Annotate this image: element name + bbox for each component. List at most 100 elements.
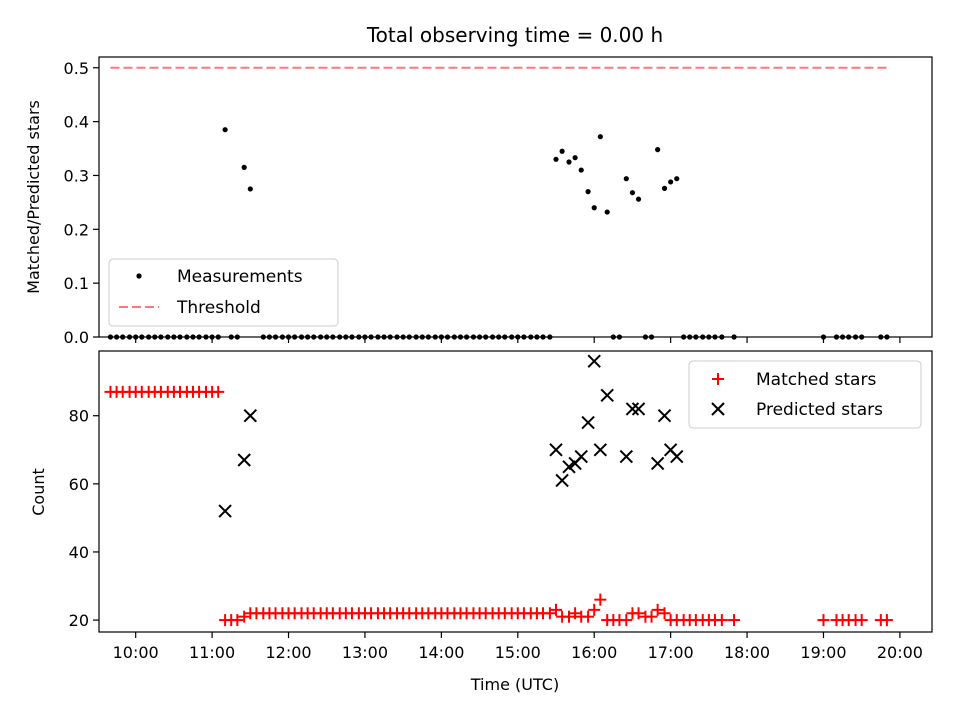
predicted-point: [581, 415, 595, 430]
matched-point: [588, 603, 601, 616]
predicted-point: [574, 449, 588, 464]
count-y-axis-label: Count: [29, 468, 48, 516]
predicted-point: [625, 402, 640, 416]
matched-point: [582, 610, 595, 623]
predicted-point: [600, 388, 614, 402]
matched-point: [855, 614, 868, 627]
measurement-point: [635, 196, 642, 202]
x-tick-label: 19:00: [800, 643, 846, 662]
y-tick-label: 0.5: [64, 59, 89, 78]
predicted-point: [650, 456, 665, 471]
matched-point: [632, 607, 645, 620]
measurement-point: [597, 134, 603, 140]
matched-point: [212, 385, 225, 398]
matched-point: [715, 614, 728, 627]
x-tick-label: 18:00: [724, 643, 770, 662]
x-tick-label: 15:00: [495, 643, 541, 662]
measurement-point: [247, 186, 253, 192]
chart-title: Total observing time = 0.00 h: [366, 23, 663, 47]
matched-point: [620, 614, 633, 627]
matched-point: [550, 603, 563, 616]
predicted-point: [237, 453, 251, 467]
count-legend-box: [688, 360, 922, 429]
x-tick-label: 12:00: [265, 643, 311, 662]
legend-matched-marker: [712, 373, 724, 385]
matched-point: [817, 614, 830, 627]
measurement-point: [674, 176, 680, 182]
measurement-point: [623, 176, 629, 182]
x-tick-label: 14:00: [418, 643, 464, 662]
predicted-point: [619, 449, 634, 464]
measurement-point: [578, 167, 584, 173]
predicted-point: [593, 443, 608, 457]
measurement-point: [222, 127, 228, 133]
ratio-y-ticks: 0.0 0.1 0.2 0.3 0.4 0.5: [64, 59, 99, 347]
matched-point: [543, 607, 556, 620]
matched-point: [594, 593, 607, 606]
predicted-point: [243, 409, 258, 423]
ratio-legend: Measurements Threshold: [108, 258, 339, 327]
ratio-x-ticks: [135, 337, 901, 343]
legend-measurements-label: Measurements: [177, 267, 303, 287]
measurement-point: [553, 156, 559, 162]
matched-point: [569, 607, 582, 620]
y-tick-label: 20: [69, 611, 89, 630]
legend-predicted-label: Predicted stars: [756, 400, 883, 420]
measurement-point: [241, 164, 247, 170]
count-plot-frame: [98, 350, 933, 633]
count-legend: Matched stars Predicted stars: [688, 360, 922, 429]
predicted-point: [631, 402, 646, 416]
y-tick-label: 40: [69, 543, 89, 562]
predicted-point: [218, 504, 232, 518]
ratio-plot-frame: [98, 56, 933, 338]
legend-measurements-marker: [136, 273, 142, 279]
measurement-point: [655, 147, 661, 153]
matched-point: [651, 603, 664, 616]
matched-point: [238, 610, 251, 623]
measurement-point: [559, 148, 565, 154]
measurement-point: [591, 205, 597, 211]
measurement-point: [668, 179, 674, 185]
measurement-point: [661, 185, 668, 191]
x-tick-label: 10:00: [113, 643, 159, 662]
measurement-point: [566, 159, 572, 165]
y-tick-label: 0.3: [64, 166, 89, 185]
measurement-point: [572, 155, 578, 161]
legend-threshold-label: Threshold: [176, 298, 261, 318]
y-tick-label: 0.1: [64, 274, 89, 293]
count-marks: [104, 354, 893, 627]
predicted-point: [555, 473, 569, 488]
count-x-ticks: 10:00 11:00 12:00 13:00 14:00 15:00 16:00 17:00…: [113, 632, 923, 662]
legend-predicted-marker: [711, 402, 725, 416]
x-tick-label: 20:00: [877, 643, 923, 662]
y-tick-label: 80: [69, 407, 89, 426]
x-tick-label: 11:00: [189, 643, 235, 662]
x-tick-label: 17:00: [648, 643, 694, 662]
matched-point: [645, 610, 658, 623]
y-tick-label: 0.2: [64, 220, 89, 239]
predicted-point: [587, 354, 601, 368]
matched-point: [658, 607, 671, 620]
legend-matched-label: Matched stars: [756, 370, 876, 390]
matched-point: [728, 614, 741, 627]
x-axis-label: Time (UTC): [470, 675, 559, 694]
x-tick-label: 16:00: [571, 643, 617, 662]
measurement-point: [585, 189, 591, 195]
measurement-point: [629, 190, 636, 196]
matched-point: [880, 614, 893, 627]
matched-point: [231, 614, 244, 627]
predicted-point: [549, 443, 563, 457]
ratio-legend-box: [108, 258, 339, 327]
matched-point: [562, 610, 575, 623]
predicted-point: [657, 409, 672, 423]
y-tick-label: 0.0: [64, 328, 89, 347]
count-y-ticks: 20 40 60 80: [69, 407, 99, 630]
x-tick-label: 13:00: [342, 643, 388, 662]
ratio-y-axis-label: Matched/Predicted stars: [24, 100, 43, 294]
measurement-point: [604, 209, 610, 215]
y-tick-label: 0.4: [64, 113, 89, 132]
ratio-panel: 0.0 0.1 0.2 0.3 0.4 0.5 Matched/Predicted sta…: [24, 56, 933, 347]
predicted-point: [562, 460, 576, 474]
